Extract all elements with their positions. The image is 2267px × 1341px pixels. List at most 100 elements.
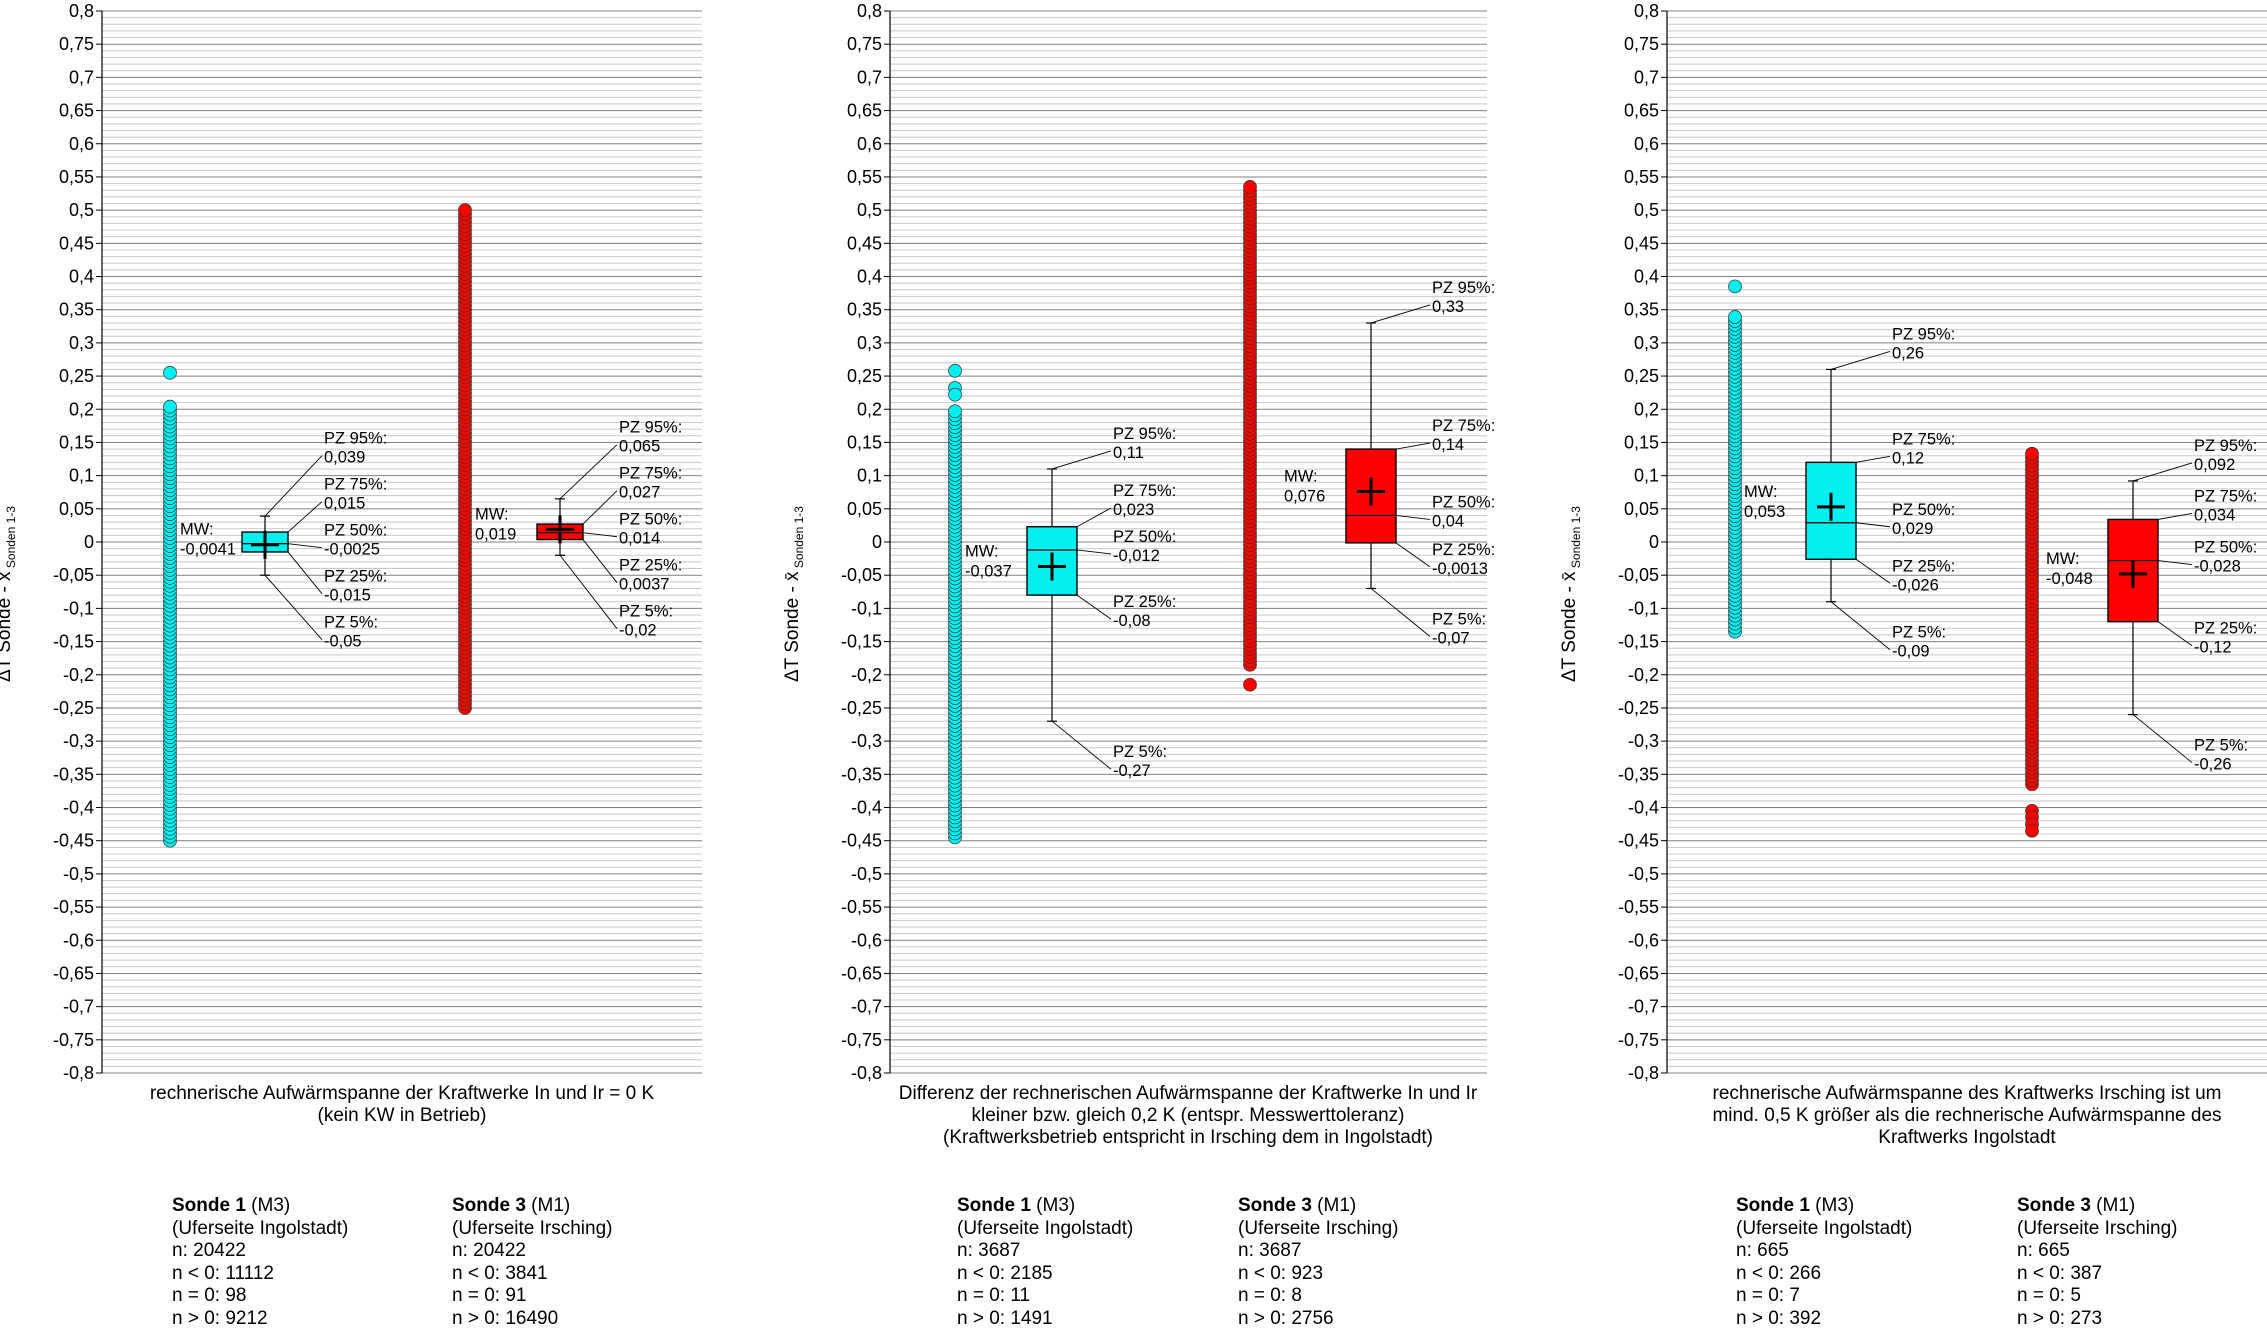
percentile-label-p95: PZ 95%: 0,26 [1892, 325, 1955, 362]
callout-leader [287, 543, 323, 549]
stats-series-suffix: (M3) [245, 1195, 291, 1216]
data-point [1243, 677, 1257, 692]
stats-block: Sonde 3 (M1) (Uferseite Irsching) n: 665 n … [2017, 1195, 2178, 1330]
y-tick-label: 0,45 [1624, 233, 1659, 253]
y-tick-label: 0,75 [59, 34, 94, 54]
stats-series-name: Sonde 1 [957, 1195, 1031, 1216]
stats-line: n < 0: 3841 [452, 1262, 548, 1284]
y-tick-label: 0,7 [857, 67, 882, 87]
series-sonde3: MW: 0,019 PZ 95%: 0,065 PZ 75%: 0,027 PZ 50%: 0… [458, 203, 682, 715]
stats-location: (Uferseite Irsching) [452, 1217, 613, 1239]
percentile-label-p25: PZ 25%: -0,08 [1113, 593, 1176, 630]
y-tick-label: 0,25 [1624, 366, 1659, 386]
y-tick-label: 0,1 [857, 466, 882, 486]
callout-leader [287, 501, 323, 533]
y-tick-label: 0,8 [69, 1, 94, 21]
data-point [2025, 823, 2039, 838]
stats-line: n: 3687 [957, 1240, 1021, 1261]
stats-series-suffix: (M1) [1311, 1195, 1357, 1216]
percentile-label-p75: PZ 75%: 0,14 [1432, 417, 1495, 454]
y-tick-label: 0,35 [847, 300, 882, 320]
y-tick-label: -0,65 [841, 963, 882, 983]
data-point [458, 203, 472, 217]
stats-line: n > 0: 2756 [1238, 1307, 1334, 1329]
y-tick-label: 0,5 [857, 200, 882, 220]
y-tick-label: 0,6 [69, 134, 94, 154]
stats-block: Sonde 3 (M1) (Uferseite Irsching) n: 3687 n… [1238, 1195, 1399, 1330]
y-tick-label: 0,5 [69, 200, 94, 220]
y-tick-label: -0,4 [63, 798, 94, 818]
percentile-label-p75: PZ 75%: 0,027 [619, 465, 682, 502]
percentile-label-p25: PZ 25%: -0,015 [324, 568, 387, 605]
chart-caption: rechnerische Aufwärmspanne der Kraftwerk… [149, 1083, 655, 1126]
data-point [1728, 279, 1742, 294]
y-tick-label: 0,45 [59, 233, 94, 253]
data-point [1243, 180, 1257, 194]
callout-leader [1855, 455, 1891, 463]
percentile-label-p75: PZ 75%: 0,12 [1892, 430, 1955, 467]
y-tick-label: 0,65 [847, 101, 882, 121]
chart-caption: Differenz der rechnerischen Aufwärmspann… [898, 1083, 1478, 1148]
callout-leader [264, 455, 323, 517]
callout-leader [1051, 450, 1112, 470]
y-tick-label: -0,5 [63, 864, 94, 884]
chart-1: 0,8 0,75 0,7 0,65 0,6 0,55 0,5 0,45 0,4 0,35 0,3 0,… [0, 1, 702, 1083]
percentile-label-p95: PZ 95%: 0,092 [2194, 437, 2257, 474]
percentile-label-p50: PZ 50%: -0,012 [1113, 528, 1176, 565]
y-tick-label: 0,4 [857, 267, 882, 287]
y-axis-title: ΔT Sonde - x̄ Sonden 1-3 [1559, 506, 1583, 682]
mean-label: MW: 0,019 [475, 505, 516, 543]
y-tick-label: 0,2 [69, 399, 94, 419]
y-tick-label: -0,6 [63, 930, 94, 950]
y-tick-label: -0,25 [53, 698, 94, 718]
y-tick-label: 0,6 [857, 134, 882, 154]
y-tick-label: 0,65 [1624, 101, 1659, 121]
callout-leader [1395, 542, 1431, 568]
stats-line: n = 0: 5 [2017, 1285, 2081, 1306]
percentile-label-p25: PZ 25%: 0,0037 [619, 557, 682, 594]
percentile-label-p50: PZ 50%: -0,028 [2194, 539, 2257, 576]
series-sonde3: MW: -0,048 PZ 95%: 0,092 PZ 75%: 0,034 PZ 50%:… [2025, 437, 2257, 838]
y-tick-label: 0,5 [1634, 200, 1659, 220]
y-tick-label: -0,35 [841, 764, 882, 784]
data-point [948, 363, 962, 378]
percentile-label-p50: PZ 50%: 0,029 [1892, 501, 1955, 538]
y-tick-label: 0,35 [59, 300, 94, 320]
y-tick-label: 0,15 [59, 432, 94, 452]
stats-block: Sonde 1 (M3) (Uferseite Ingolstadt) n: 204… [172, 1195, 348, 1330]
stats-series-name: Sonde 1 [1736, 1195, 1810, 1216]
stats-series-name: Sonde 1 [172, 1195, 246, 1216]
y-tick-label: -0,5 [851, 864, 882, 884]
percentile-label-p5: PZ 5%: -0,02 [619, 603, 673, 640]
percentile-label-p95: PZ 95%: 0,065 [619, 419, 682, 456]
percentile-label-p95: PZ 95%: 0,33 [1432, 279, 1495, 316]
y-tick-label: -0,45 [53, 831, 94, 851]
y-tick-label: 0,05 [847, 499, 882, 519]
y-tick-label: -0,45 [841, 831, 882, 851]
percentile-label-p75: PZ 75%: 0,034 [2194, 487, 2257, 524]
stats-series-suffix: (M3) [1030, 1195, 1076, 1216]
y-axis-title: ΔT Sonde - x̄ Sonden 1-3 [782, 506, 806, 682]
y-tick-label: -0,55 [841, 897, 882, 917]
y-tick-label: -0,15 [1618, 632, 1659, 652]
callout-leader [1855, 558, 1891, 584]
stats-line: n < 0: 266 [1736, 1262, 1822, 1284]
stats-line: n = 0: 91 [452, 1285, 527, 1306]
data-point [2025, 446, 2039, 461]
stats-line: n: 20422 [452, 1240, 526, 1261]
y-tick-label: 0,3 [69, 333, 94, 353]
y-tick-label: 0,55 [1624, 167, 1659, 187]
callout-leader [1370, 304, 1431, 324]
callout-leader [1076, 549, 1112, 555]
callout-leader [582, 490, 618, 525]
chart-caption: rechnerische Aufwärmspanne des Kraftwerk… [1712, 1083, 2222, 1148]
stats-series-suffix: (M1) [525, 1195, 571, 1216]
stats-line: n > 0: 392 [1736, 1307, 1822, 1329]
y-tick-label: -0,55 [1618, 897, 1659, 917]
y-tick-label: 0,8 [857, 1, 882, 21]
percentile-label-p75: PZ 75%: 0,015 [324, 476, 387, 513]
stats-line: n = 0: 7 [1736, 1285, 1800, 1306]
y-tick-label: 0,4 [69, 267, 94, 287]
percentile-label-p95: PZ 95%: 0,11 [1113, 425, 1176, 462]
